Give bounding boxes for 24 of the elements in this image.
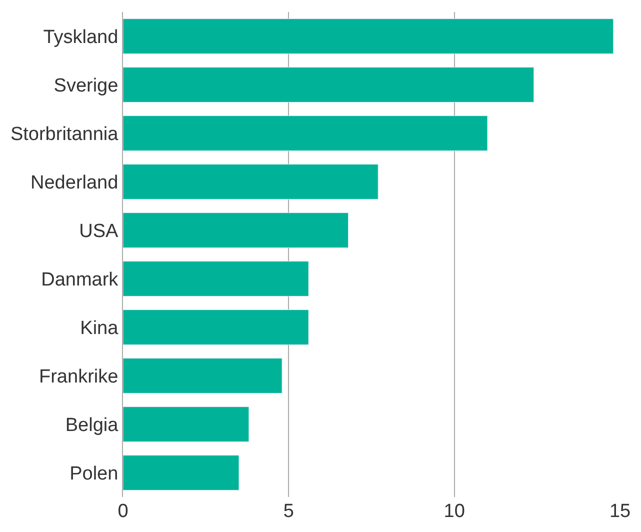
y-tick-label: USA	[79, 220, 119, 242]
bar	[123, 212, 349, 248]
y-tick-label: Belgia	[65, 414, 119, 436]
bar	[123, 261, 309, 296]
bar	[123, 18, 614, 54]
y-tick-label: Nederland	[30, 172, 118, 194]
x-tick-label: 10	[444, 501, 465, 522]
bar	[123, 358, 282, 394]
bar	[123, 310, 309, 345]
y-tick-label: Frankrike	[39, 366, 118, 388]
bar	[123, 406, 250, 442]
y-tick-label: Storbritannia	[10, 124, 119, 145]
bar	[123, 116, 488, 151]
y-tick-label: Danmark	[41, 269, 119, 290]
y-tick-label: Kina	[80, 318, 119, 339]
x-tick-label: 0	[118, 501, 128, 522]
y-tick-label: Tyskland	[43, 26, 118, 48]
y-tick-label: Sverige	[54, 75, 118, 96]
x-tick-label: 15	[609, 501, 631, 522]
x-tick-label: 5	[283, 501, 294, 522]
y-tick-label: Polen	[70, 463, 118, 484]
bar	[123, 67, 534, 102]
bar	[123, 164, 378, 200]
bar	[123, 455, 240, 490]
